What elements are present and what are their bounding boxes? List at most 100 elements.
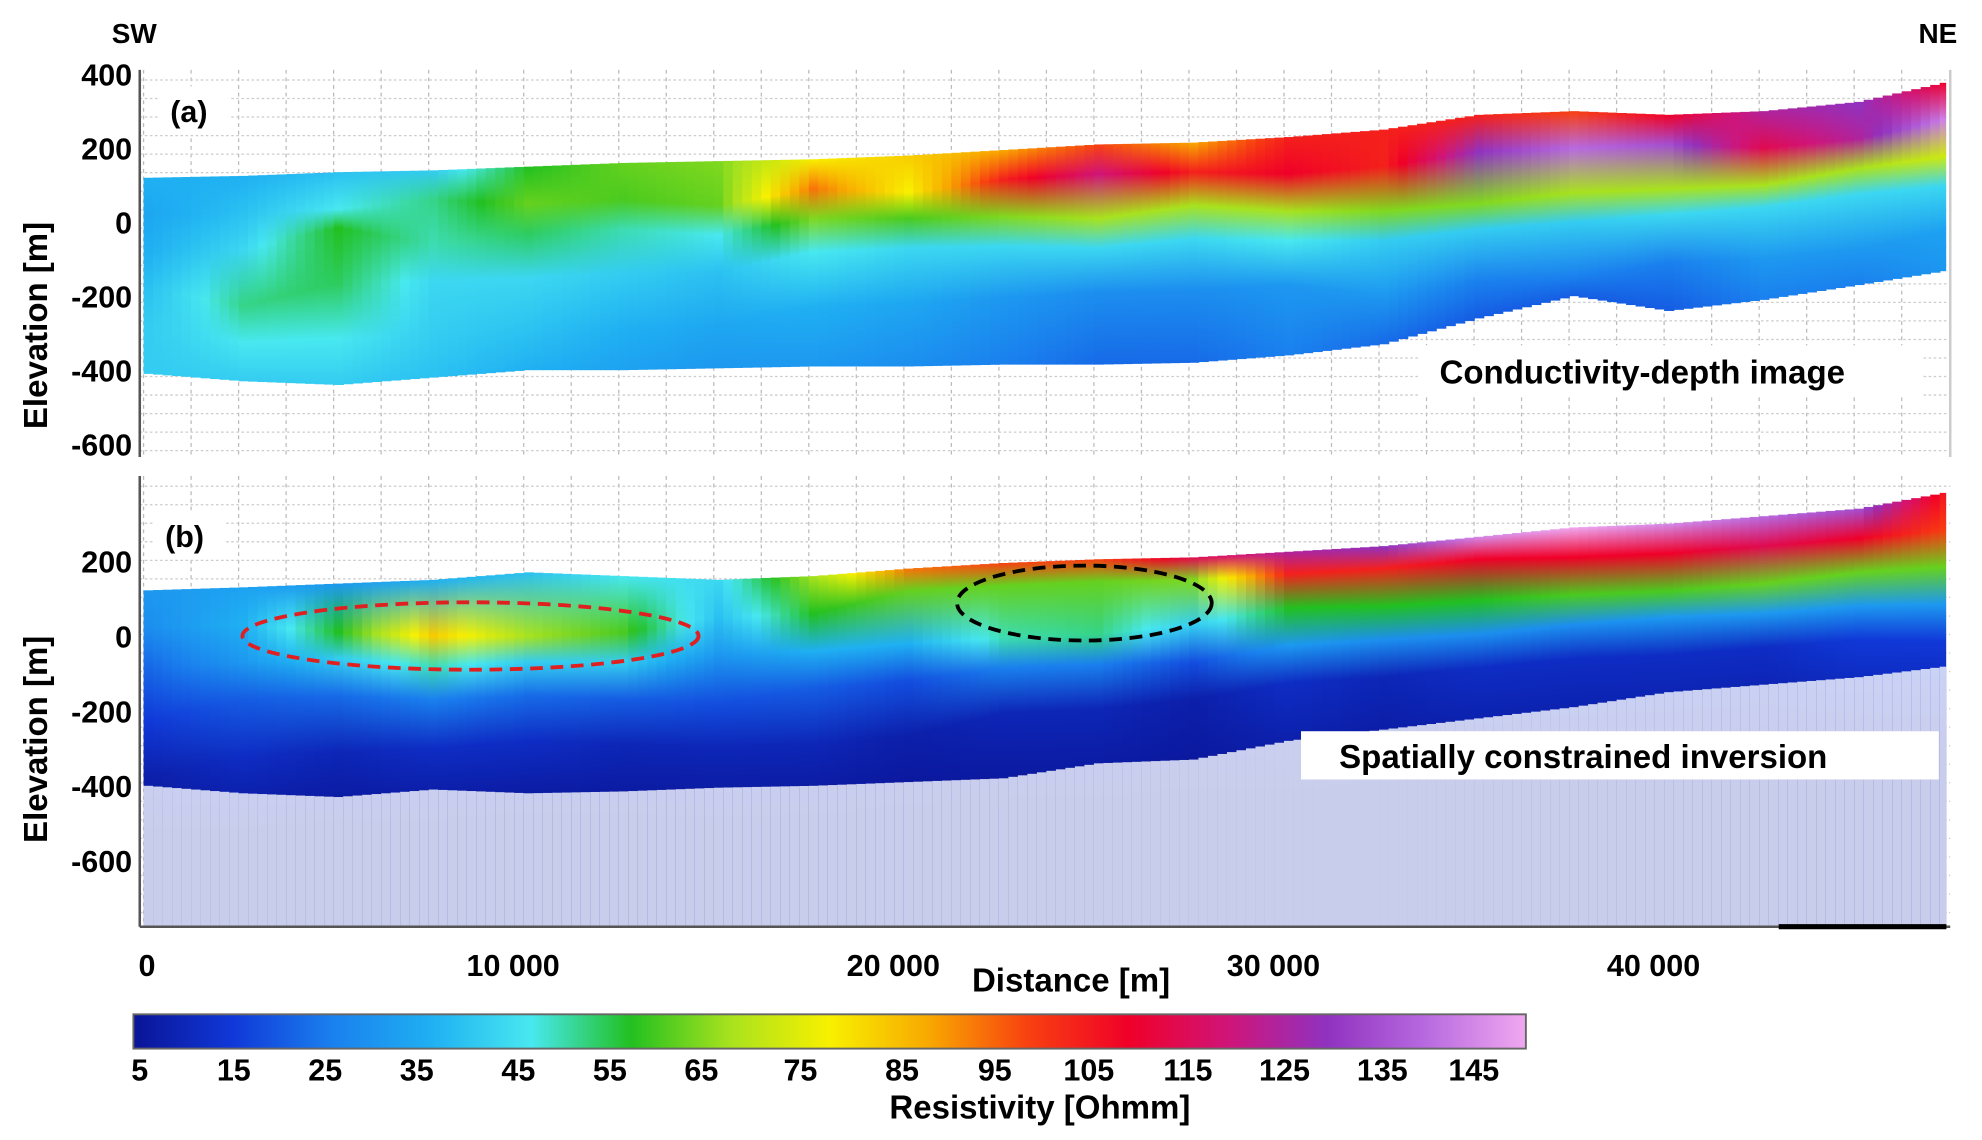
faded-region xyxy=(1445,721,1456,927)
resistivity-column xyxy=(295,173,306,384)
resistivity-column xyxy=(1521,112,1532,308)
faded-region xyxy=(409,791,420,927)
faded-region xyxy=(599,791,610,927)
faded-region xyxy=(1084,764,1095,927)
resistivity-column xyxy=(1768,110,1779,299)
resistivity-column xyxy=(257,175,268,383)
resistivity-column xyxy=(1226,140,1238,360)
resistivity-column xyxy=(1702,113,1713,307)
faded-region xyxy=(1360,731,1371,927)
resistivity-column xyxy=(1607,112,1618,303)
resistivity-column xyxy=(979,151,991,366)
faded-region xyxy=(1474,718,1485,927)
resistivity-column xyxy=(1483,114,1494,317)
resistivity-column xyxy=(1797,107,1808,294)
faded-region xyxy=(580,792,591,927)
faded-region xyxy=(1436,722,1447,927)
colorbar-tick-label: 55 xyxy=(593,1053,627,1087)
resistivity-column xyxy=(542,573,553,927)
resistivity-column xyxy=(514,167,525,371)
faded-region xyxy=(248,793,259,927)
resistivity-column xyxy=(238,175,249,382)
faded-region xyxy=(1027,773,1038,927)
faded-region xyxy=(1483,717,1494,927)
resistivity-column xyxy=(780,159,791,368)
resistivity-column xyxy=(181,589,192,927)
faded-region xyxy=(1920,669,1931,927)
faded-region xyxy=(998,778,1010,927)
resistivity-column xyxy=(903,568,915,927)
resistivity-column xyxy=(1188,142,1200,363)
y-tick-label: 200 xyxy=(81,133,132,167)
y-tick-label: 400 xyxy=(81,59,132,93)
resistivity-column xyxy=(1160,557,1171,927)
y-tick-label: 200 xyxy=(81,546,132,580)
faded-region xyxy=(1274,742,1285,927)
faded-region xyxy=(1654,693,1665,927)
faded-region xyxy=(1331,735,1342,927)
panel-a-tag-bg xyxy=(158,86,229,135)
faded-region xyxy=(884,782,896,927)
colorbar-tick-label: 15 xyxy=(217,1053,251,1087)
resistivity-column xyxy=(1854,101,1865,286)
faded-region xyxy=(1188,759,1200,927)
resistivity-column xyxy=(314,584,325,927)
resistivity-column xyxy=(590,574,601,927)
resistivity-column xyxy=(1512,113,1523,310)
resistivity-column xyxy=(153,177,164,375)
resistivity-column xyxy=(723,160,734,369)
faded-region xyxy=(1616,699,1627,927)
resistivity-column xyxy=(647,162,658,370)
resistivity-column xyxy=(1721,112,1732,305)
resistivity-column xyxy=(210,588,221,927)
faded-region xyxy=(172,788,183,927)
resistivity-column xyxy=(1207,556,1219,927)
faded-region xyxy=(951,780,962,927)
faded-region xyxy=(495,792,506,927)
resistivity-column xyxy=(1065,146,1076,365)
panel-b-inversion: 200 0 -200 -400 -600 xyxy=(71,476,1951,930)
resistivity-column xyxy=(761,160,772,368)
resistivity-column xyxy=(533,572,544,927)
faded-region xyxy=(1455,720,1466,927)
resistivity-column xyxy=(713,579,725,927)
resistivity-column xyxy=(1302,135,1314,354)
faded-region xyxy=(960,779,972,927)
resistivity-column xyxy=(1169,557,1181,927)
resistivity-column xyxy=(1407,125,1418,337)
x-tick-label: 40 000 xyxy=(1607,949,1700,983)
faded-region xyxy=(1721,687,1732,927)
faded-region xyxy=(485,791,496,927)
resistivity-column xyxy=(1245,553,1257,927)
resistivity-column xyxy=(609,575,620,927)
resistivity-column xyxy=(457,577,468,927)
faded-region xyxy=(1597,702,1608,927)
resistivity-column xyxy=(1445,119,1456,327)
resistivity-column xyxy=(723,579,734,927)
resistivity-column xyxy=(941,566,953,927)
faded-region xyxy=(932,780,943,927)
resistivity-column xyxy=(960,565,972,927)
resistivity-column xyxy=(1398,126,1409,340)
resistivity-column xyxy=(352,582,363,927)
faded-region xyxy=(1236,750,1247,927)
faded-region xyxy=(1217,753,1228,927)
faded-region xyxy=(1550,709,1561,927)
faded-region xyxy=(846,784,858,927)
resistivity-column xyxy=(1531,112,1542,306)
panel-b-ylabel: Elevation [m] xyxy=(17,636,54,843)
faded-region xyxy=(656,789,668,927)
resistivity-column xyxy=(1749,111,1760,301)
faded-region xyxy=(1103,762,1114,927)
resistivity-column xyxy=(884,570,896,927)
resistivity-column xyxy=(571,574,582,927)
faded-region xyxy=(1293,739,1304,927)
resistivity-column xyxy=(514,573,525,927)
faded-region xyxy=(1245,748,1257,927)
resistivity-column xyxy=(1226,555,1238,927)
faded-region xyxy=(561,792,572,927)
resistivity-column xyxy=(1046,561,1057,927)
resistivity-column xyxy=(466,168,477,375)
faded-region xyxy=(1844,677,1855,927)
faded-region xyxy=(1816,680,1827,927)
